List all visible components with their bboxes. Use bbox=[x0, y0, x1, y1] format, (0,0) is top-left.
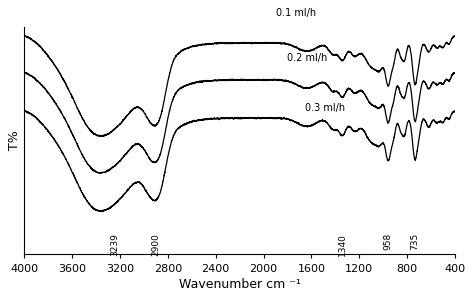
Text: 0.1 ml/h: 0.1 ml/h bbox=[275, 8, 316, 19]
X-axis label: Wavenumber cm ⁻¹: Wavenumber cm ⁻¹ bbox=[179, 278, 301, 291]
Text: 3239: 3239 bbox=[111, 233, 120, 256]
Text: 0.3 ml/h: 0.3 ml/h bbox=[305, 103, 346, 113]
Text: 1340: 1340 bbox=[338, 233, 347, 256]
Text: 2900: 2900 bbox=[151, 233, 160, 256]
Y-axis label: T%: T% bbox=[9, 131, 21, 150]
Text: 958: 958 bbox=[384, 233, 393, 250]
Text: 0.2 ml/h: 0.2 ml/h bbox=[288, 53, 328, 63]
Text: 735: 735 bbox=[410, 233, 419, 250]
